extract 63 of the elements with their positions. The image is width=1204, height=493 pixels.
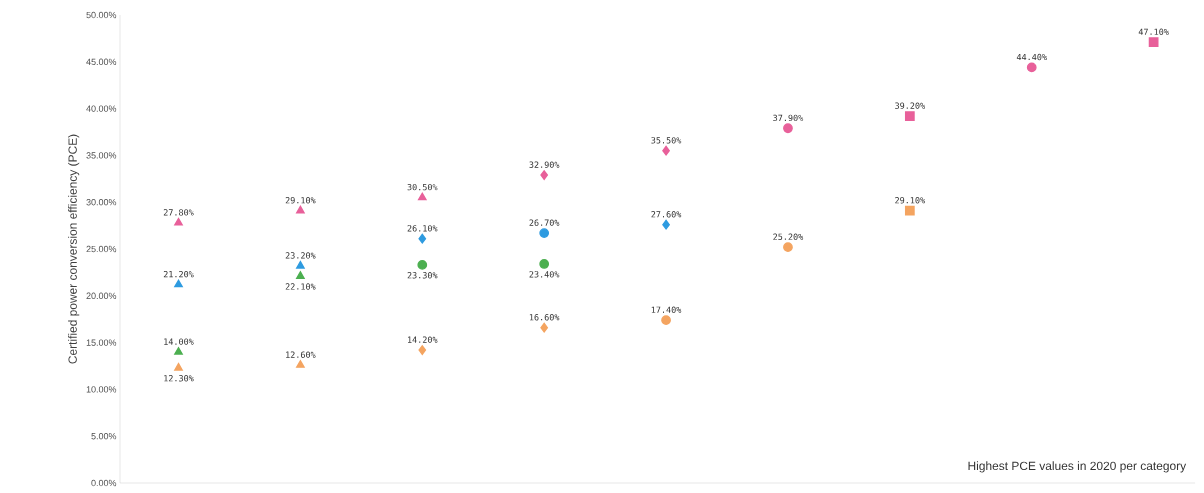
data-label: 26.70% <box>529 219 560 226</box>
point <box>539 259 550 269</box>
point <box>783 242 793 253</box>
y-tick-label: 50.00% <box>86 11 117 19</box>
point <box>539 228 550 238</box>
data-label: 30.50% <box>407 183 438 191</box>
point <box>418 233 427 244</box>
data-label: 27.60% <box>651 211 682 218</box>
data-label: 29.10% <box>285 197 316 204</box>
annotation: Highest PCE values in 2020 per category <box>968 461 1187 473</box>
data-label: 16.60% <box>529 314 560 321</box>
point <box>174 362 183 371</box>
point <box>1148 37 1159 48</box>
point <box>417 192 427 201</box>
point <box>174 279 183 288</box>
point <box>174 217 183 226</box>
data-label: 23.30% <box>407 272 438 279</box>
point <box>296 205 305 214</box>
point <box>661 315 671 326</box>
point <box>296 271 305 279</box>
data-label: 14.00% <box>164 338 194 345</box>
data-label: 37.90% <box>773 114 804 122</box>
y-tick-label: 20.00% <box>86 292 117 299</box>
data-label: 27.80% <box>163 209 194 216</box>
y-tick-label: 45.00% <box>86 58 117 65</box>
point <box>540 322 549 333</box>
data-label: 39.20% <box>895 102 926 109</box>
data-label: 47.10% <box>1138 28 1169 35</box>
data-label: 44.40% <box>1016 53 1047 61</box>
y-tick-label: 10.00% <box>86 386 117 393</box>
data-label: 35.50% <box>651 137 682 144</box>
point <box>296 360 305 368</box>
y-tick-label: 40.00% <box>86 105 117 112</box>
data-label: 12.60% <box>286 351 316 358</box>
point <box>417 260 428 270</box>
point <box>296 260 305 269</box>
point <box>1026 62 1037 73</box>
data-label: 23.20% <box>285 252 316 259</box>
point <box>783 123 793 134</box>
y-tick-label: 35.00% <box>86 152 117 159</box>
y-axis-title: Certified power conversion efficiency (PCE) <box>68 134 80 364</box>
data-label: 26.10% <box>407 225 438 232</box>
data-label: 29.10% <box>895 197 926 204</box>
y-tick-label: 30.00% <box>86 199 117 206</box>
point <box>174 347 183 355</box>
point <box>418 345 427 355</box>
y-tick-label: 0.00% <box>91 479 117 487</box>
y-tick-label: 25.00% <box>86 245 117 253</box>
data-label: 32.90% <box>529 161 560 168</box>
data-label: 23.40% <box>529 271 560 278</box>
y-tick-label: 5.00% <box>91 433 117 440</box>
data-label: 14.20% <box>408 336 438 343</box>
data-label: 12.30% <box>164 375 194 382</box>
data-label: 22.10% <box>285 283 316 290</box>
data-label: 25.20% <box>773 233 804 240</box>
point <box>662 219 670 230</box>
point <box>904 205 915 216</box>
y-tick-label: 15.00% <box>86 339 117 346</box>
data-label: 17.40% <box>651 306 682 313</box>
data-label: 21.20% <box>163 270 194 278</box>
point <box>540 170 549 180</box>
point <box>904 111 915 121</box>
point <box>662 145 670 156</box>
